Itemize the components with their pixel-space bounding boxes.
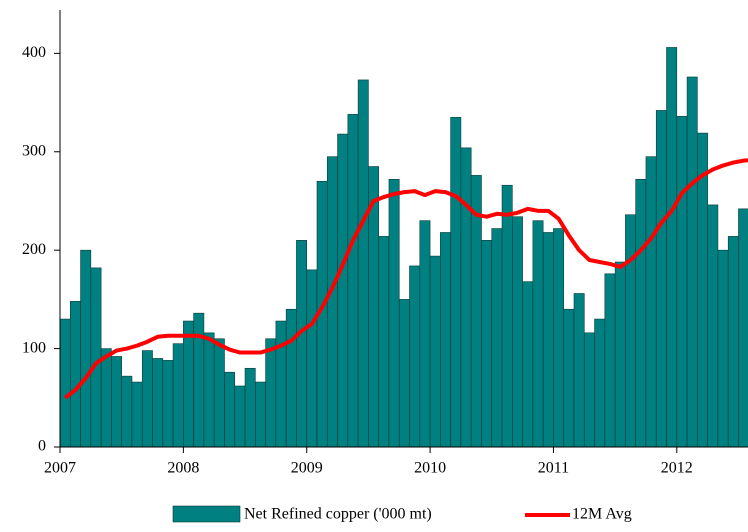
bar	[203, 332, 215, 448]
bar	[686, 76, 698, 448]
bar	[306, 269, 318, 448]
bar	[666, 47, 678, 448]
bar	[337, 133, 349, 448]
bar	[419, 220, 431, 448]
bar	[604, 273, 616, 448]
bar	[90, 267, 102, 448]
bar	[121, 375, 133, 448]
y-tick-label: 200	[22, 241, 46, 258]
bar	[183, 320, 194, 448]
bar	[532, 220, 544, 448]
bar	[398, 299, 410, 448]
bar	[234, 385, 246, 448]
bar	[573, 293, 585, 448]
x-tick-label: 2008	[167, 460, 199, 477]
bar	[429, 255, 441, 448]
x-tick-label: 2010	[414, 460, 446, 477]
bar	[141, 350, 153, 448]
bar	[542, 232, 554, 448]
x-tick-label: 2011	[538, 460, 569, 477]
bar	[131, 381, 143, 448]
bar	[388, 179, 400, 448]
bar	[501, 184, 513, 448]
y-tick-label: 100	[22, 339, 46, 356]
bar	[727, 236, 739, 448]
bar	[635, 179, 647, 448]
bar	[707, 204, 719, 448]
bar	[357, 79, 369, 448]
bar	[378, 236, 390, 448]
bar	[614, 261, 626, 448]
bar	[553, 228, 565, 448]
bar	[80, 249, 92, 448]
bar	[583, 332, 595, 448]
bar	[213, 338, 225, 448]
bar	[285, 308, 297, 448]
bar	[522, 281, 534, 448]
bar	[409, 265, 421, 448]
y-tick-label: 400	[22, 44, 46, 61]
bar	[481, 240, 493, 448]
bar	[440, 232, 451, 448]
bar	[512, 216, 523, 448]
bar	[172, 343, 184, 448]
bar	[563, 308, 575, 448]
line	[63, 158, 748, 400]
bar	[460, 147, 472, 448]
y-tick-label: 300	[22, 142, 46, 159]
bar	[265, 338, 277, 448]
bar	[655, 110, 667, 448]
bar	[224, 371, 236, 448]
bar	[162, 360, 174, 448]
bar	[491, 228, 503, 448]
bar	[193, 312, 205, 448]
y-tick-label: 0	[38, 438, 46, 455]
bar	[275, 320, 287, 448]
bar	[69, 301, 81, 448]
bar	[100, 348, 112, 448]
bar	[594, 318, 606, 448]
bar	[347, 114, 359, 448]
bar	[625, 214, 636, 448]
bar	[450, 117, 462, 448]
bar	[152, 358, 164, 448]
bar	[645, 156, 657, 448]
x-tick-label: 2009	[291, 460, 323, 477]
bar	[244, 367, 256, 448]
legend-swatch	[172, 505, 241, 523]
bar	[326, 156, 338, 448]
bar	[59, 318, 71, 448]
legend-label: 12M Avg	[572, 506, 632, 523]
bar	[717, 249, 729, 448]
bar	[255, 381, 266, 448]
bar	[738, 208, 748, 448]
x-tick-label: 2012	[661, 460, 693, 477]
x-tick-label: 2007	[44, 460, 76, 477]
bar	[111, 356, 122, 448]
legend-label: Net Refined copper ('000 mt)	[244, 506, 432, 523]
bar	[296, 240, 308, 448]
bar	[676, 116, 688, 448]
